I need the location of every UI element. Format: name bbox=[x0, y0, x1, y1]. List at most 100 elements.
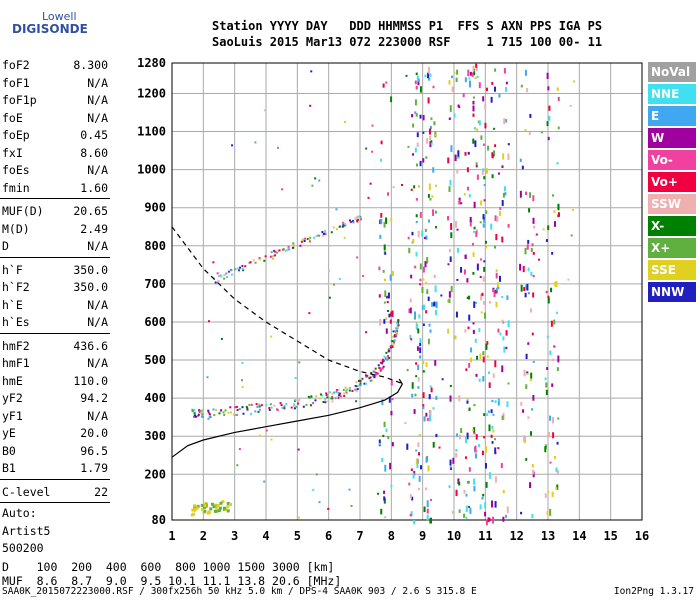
echo-point bbox=[473, 403, 476, 407]
echo-point bbox=[526, 283, 529, 291]
echo-point bbox=[484, 511, 487, 517]
echo-point bbox=[547, 297, 550, 304]
param-value: 110.0 bbox=[73, 373, 108, 388]
x-trace-echo bbox=[284, 249, 287, 252]
echo-point bbox=[390, 218, 393, 222]
echo-point bbox=[356, 256, 359, 259]
o-trace-echo bbox=[191, 408, 194, 411]
echo-point bbox=[410, 468, 413, 472]
echo-point bbox=[426, 289, 429, 295]
echo-point bbox=[472, 322, 475, 325]
echo-point bbox=[483, 184, 486, 187]
echo-point bbox=[468, 194, 471, 198]
echo-point bbox=[380, 508, 383, 515]
param-row: B1 1.79 bbox=[0, 459, 112, 477]
echo-point bbox=[531, 332, 534, 336]
param-value: 350.0 bbox=[73, 280, 108, 294]
echo-point bbox=[432, 167, 435, 173]
echo-point bbox=[506, 401, 509, 408]
echo-point bbox=[385, 81, 388, 84]
echo-point bbox=[483, 301, 486, 305]
echo-point bbox=[355, 400, 358, 403]
echo-point bbox=[379, 234, 382, 239]
echo-point bbox=[547, 136, 550, 141]
echo-point bbox=[458, 509, 461, 513]
echo-point bbox=[434, 285, 437, 293]
legend-item: Vo- bbox=[648, 150, 696, 170]
echo-point bbox=[425, 310, 428, 314]
o-trace-echo bbox=[280, 404, 283, 407]
echo-point bbox=[469, 216, 472, 223]
echo-point bbox=[405, 74, 408, 77]
x-trace-echo bbox=[218, 275, 221, 278]
o-trace-echo bbox=[234, 406, 237, 409]
echo-point bbox=[386, 309, 389, 312]
echo-point bbox=[365, 331, 368, 334]
o-trace-echo bbox=[330, 397, 333, 400]
x-trace-echo bbox=[360, 218, 363, 221]
param-row: foEs N/A bbox=[0, 161, 112, 179]
echo-point bbox=[392, 330, 395, 333]
o-trace-echo bbox=[378, 366, 381, 369]
echo-point bbox=[531, 513, 534, 519]
param-value: 1.79 bbox=[80, 461, 108, 475]
o-trace-echo bbox=[363, 382, 366, 385]
autoscale-line: Artist5 bbox=[2, 523, 51, 538]
echo-point bbox=[525, 284, 528, 291]
echo-point bbox=[411, 231, 414, 236]
echo-point bbox=[427, 338, 430, 345]
echo-point bbox=[429, 141, 432, 148]
echo-point bbox=[466, 296, 469, 300]
echo-point bbox=[424, 228, 427, 232]
echo-point bbox=[414, 311, 417, 319]
echo-point bbox=[546, 510, 549, 515]
echo-point bbox=[527, 416, 530, 419]
echo-point bbox=[465, 437, 468, 443]
o-trace-echo bbox=[343, 392, 346, 395]
echo-point bbox=[380, 218, 383, 225]
echo-point bbox=[469, 507, 472, 514]
echo-point bbox=[460, 202, 463, 205]
es-echo bbox=[202, 505, 206, 509]
echo-point bbox=[270, 438, 273, 441]
echo-point bbox=[429, 414, 432, 422]
echo-point bbox=[430, 140, 433, 143]
echo-point bbox=[380, 140, 383, 145]
echo-point bbox=[456, 228, 459, 231]
param-value: 20.0 bbox=[80, 426, 108, 440]
param-name: B0 bbox=[2, 443, 16, 458]
echo-point bbox=[418, 475, 421, 482]
o-trace-echo bbox=[242, 412, 245, 415]
echo-point bbox=[474, 76, 477, 79]
autoscale-line: Auto: bbox=[2, 506, 37, 520]
param-value: 20.65 bbox=[73, 204, 108, 218]
x-trace-echo bbox=[291, 246, 294, 249]
echo-point bbox=[383, 301, 386, 304]
x-tick-label: 14 bbox=[572, 529, 586, 543]
x-trace-echo bbox=[278, 249, 281, 252]
x-trace-echo bbox=[350, 220, 353, 223]
o-trace-echo bbox=[257, 410, 260, 413]
echo-point bbox=[473, 450, 476, 453]
echo-point bbox=[524, 247, 527, 255]
echo-point bbox=[220, 337, 223, 340]
echo-point bbox=[311, 184, 314, 187]
echo-point bbox=[521, 165, 524, 170]
echo-point bbox=[419, 86, 422, 93]
echo-point bbox=[496, 282, 499, 289]
o-trace-echo bbox=[395, 331, 398, 334]
echo-point bbox=[422, 266, 425, 273]
echo-point bbox=[495, 272, 498, 279]
echo-point bbox=[493, 290, 496, 298]
echo-point bbox=[416, 132, 419, 138]
echo-point bbox=[493, 86, 496, 92]
o-trace-echo bbox=[370, 379, 373, 382]
x-trace-echo bbox=[234, 268, 237, 271]
x-trace-echo bbox=[342, 224, 345, 227]
o-trace-echo bbox=[241, 406, 244, 409]
echo-point bbox=[525, 191, 528, 196]
echo-point bbox=[426, 257, 429, 264]
echo-point bbox=[529, 482, 532, 489]
echo-point bbox=[491, 399, 494, 403]
param-name: h`Es bbox=[2, 315, 30, 329]
